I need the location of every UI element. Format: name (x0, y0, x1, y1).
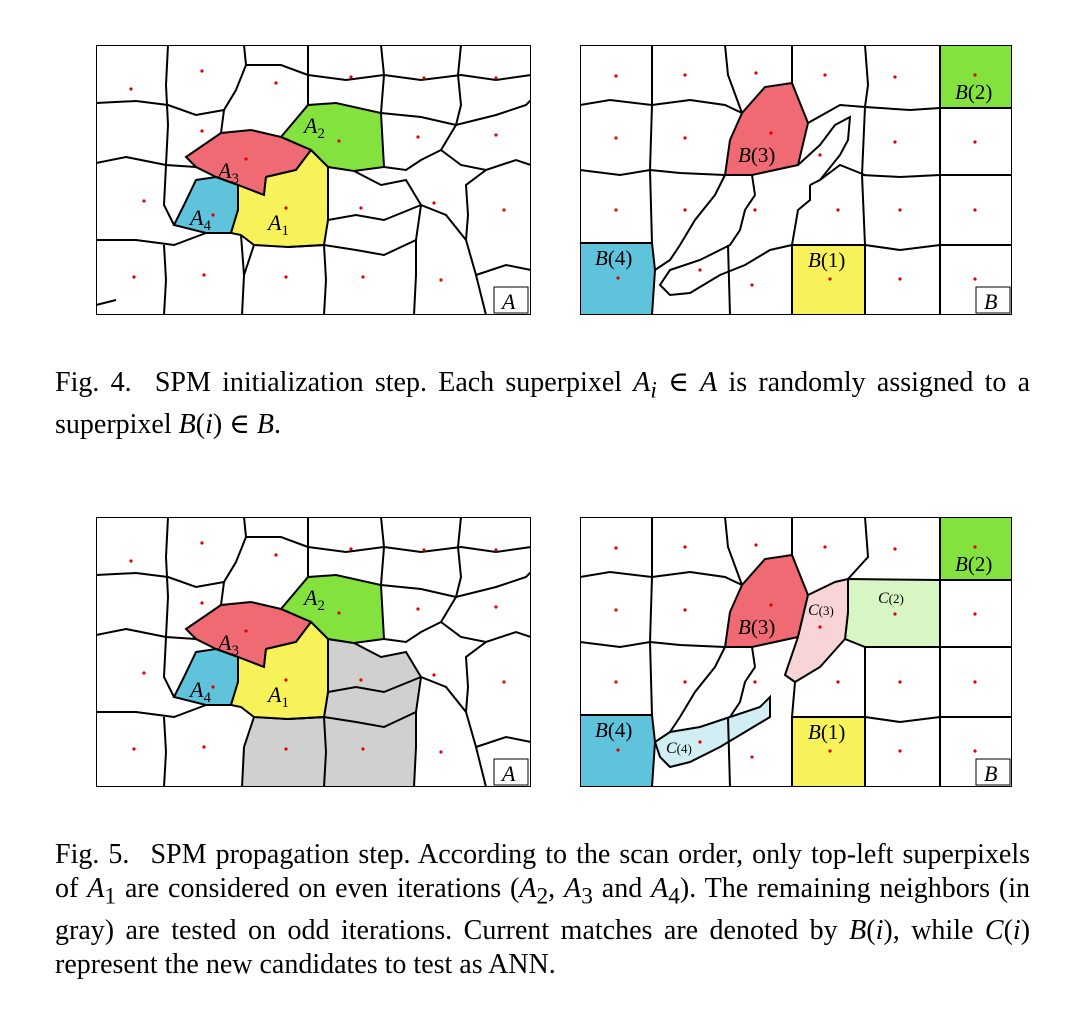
panel-corner-label: A (500, 289, 516, 314)
superpixel-a1 (229, 620, 329, 721)
panel-corner-label: B (984, 761, 997, 786)
svg-text:B(4): B(4) (595, 718, 632, 742)
fig4-panel-b: B(2) B(3) B(4) B(1) B (580, 45, 1012, 315)
fig5-panel-a: A2 A3 A4 A1 A (96, 517, 531, 787)
superpixel-a1 (229, 148, 329, 249)
svg-text:C(4): C(4) (666, 740, 692, 757)
panel-corner-label: A (500, 761, 516, 786)
candidate-c4 (653, 694, 771, 769)
svg-text:B(1): B(1) (808, 720, 845, 744)
svg-text:B(1): B(1) (808, 248, 845, 272)
fig4-caption-text: SPM initialization step. Each superpixel… (55, 367, 1031, 440)
svg-text:B(2): B(2) (955, 80, 992, 104)
fig5-panel-b: B(2) B(3) B(4) B(1) C(3) C(2) C(4) B (580, 517, 1012, 787)
fig5-caption-text: SPM propagation step. According to the s… (55, 839, 1031, 980)
superpixel-b1 (791, 716, 866, 787)
svg-text:B(4): B(4) (595, 246, 632, 270)
svg-text:C(3): C(3) (808, 602, 834, 619)
superpixel-b1 (791, 244, 866, 315)
fig5-caption: Fig. 5. SPM propagation step. According … (55, 838, 1030, 982)
candidate-c2 (843, 577, 941, 648)
svg-text:B(2): B(2) (955, 552, 992, 576)
svg-text:C(2): C(2) (878, 590, 904, 607)
svg-text:B(3): B(3) (738, 143, 775, 167)
fig4-panel-a: A2 A3 A4 A1 A (96, 45, 531, 315)
candidate-c3 (783, 577, 849, 684)
fig4-caption: Fig. 4. SPM initialization step. Each su… (55, 366, 1030, 442)
svg-text:B(3): B(3) (738, 615, 775, 639)
fig4-label: Fig. 4. (55, 367, 132, 398)
fig5-label: Fig. 5. (55, 839, 130, 870)
panel-corner-label: B (984, 289, 997, 314)
